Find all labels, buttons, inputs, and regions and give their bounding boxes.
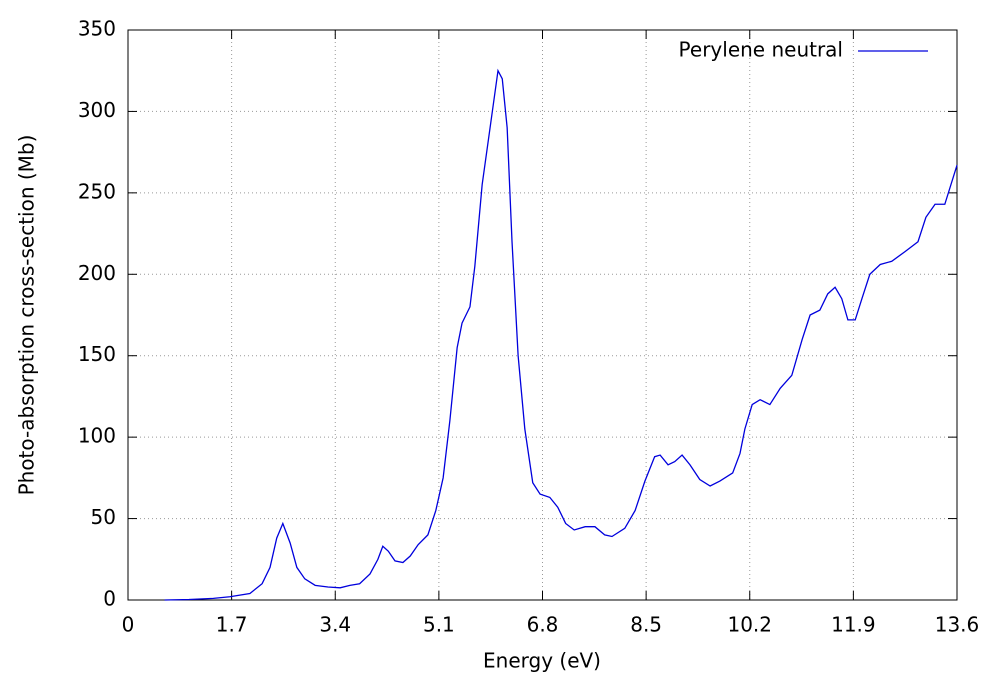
x-tick-label: 1.7: [216, 613, 248, 637]
x-tick-label: 11.9: [831, 613, 876, 637]
y-tick-label: 350: [78, 17, 116, 41]
x-tick-label: 13.6: [935, 613, 980, 637]
legend-label: Perylene neutral: [679, 38, 843, 62]
y-tick-label: 300: [78, 98, 116, 122]
data-line: [164, 68, 958, 601]
x-tick-label: 5.1: [423, 613, 455, 637]
x-axis-label: Energy (eV): [483, 649, 601, 673]
y-tick-label: 50: [91, 505, 116, 529]
y-tick-label: 150: [78, 342, 116, 366]
y-axis-label: Photo-absorption cross-section (Mb): [15, 135, 39, 496]
y-tick-label: 0: [103, 587, 116, 611]
x-tick-label: 0: [122, 613, 135, 637]
x-tick-label: 3.4: [319, 613, 351, 637]
x-tick-label: 10.2: [727, 613, 772, 637]
y-tick-label: 200: [78, 261, 116, 285]
plot-frame: [127, 29, 958, 601]
y-tick-label: 250: [78, 179, 116, 203]
x-tick-label: 6.8: [527, 613, 559, 637]
x-tick-label: 8.5: [630, 613, 662, 637]
y-tick-label: 100: [78, 424, 116, 448]
